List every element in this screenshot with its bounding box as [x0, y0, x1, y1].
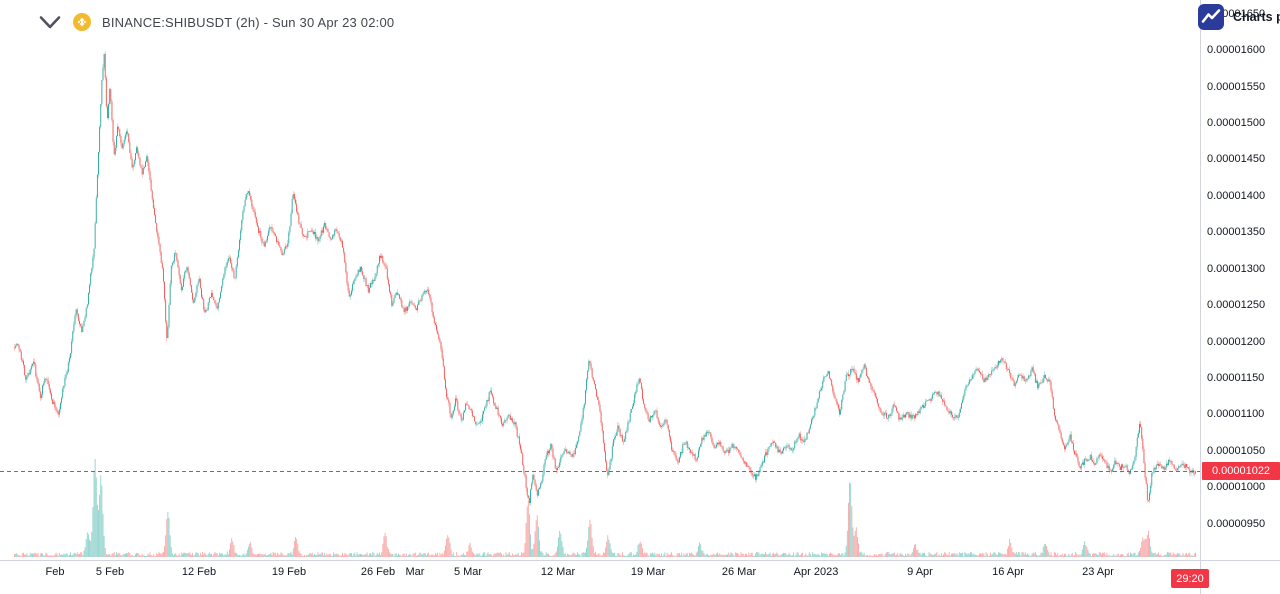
time-axis-label: 26 Mar [721, 566, 757, 578]
symbol-header: BINANCE:SHIBUSDT (2h) - Sun 30 Apr 23 02… [38, 13, 394, 31]
time-axis-label: 19 Mar [630, 566, 666, 578]
price-axis-label: 0.00001200 [1207, 335, 1266, 348]
time-axis-label: 5 Feb [95, 566, 125, 578]
price-axis-label: 0.00001600 [1207, 44, 1266, 57]
time-axis-label: 12 Mar [540, 566, 576, 578]
time-axis-label: 9 Apr [907, 566, 933, 578]
price-axis-label: 0.00001050 [1207, 444, 1266, 457]
last-price-value: 0.00001022 [1211, 465, 1271, 478]
price-axis-label: 0.00001000 [1207, 481, 1266, 494]
price-axis-label: 0.00001300 [1207, 262, 1266, 275]
price-axis-label: 0.00001550 [1207, 80, 1266, 93]
price-axis-label: 0.00001400 [1207, 189, 1266, 202]
symbol-title: BINANCE:SHIBUSDT (2h) - Sun 30 Apr 23 02… [102, 14, 395, 30]
time-axis-label: 19 Feb [271, 566, 307, 578]
time-axis-label: 16 Apr [992, 566, 1024, 578]
price-axis-label: 0.00001150 [1207, 371, 1265, 384]
price-axis-label: 0.00001500 [1207, 117, 1266, 130]
time-axis[interactable]: Feb 5 Feb 12 Feb 19 Feb 26 Feb Mar 5 Mar 12 Mar… [0, 560, 1200, 594]
time-axis-label: Apr 2023 [793, 566, 839, 578]
time-axis-label: 12 Feb [181, 566, 217, 578]
tradingview-branding[interactable]: Charts p [1198, 4, 1280, 30]
price-axis-label: 0.00001450 [1207, 153, 1266, 166]
price-axis-label: 0.00001100 [1207, 408, 1265, 421]
binance-coin-icon [73, 13, 91, 31]
last-price-tag: 0.00001022 [1202, 462, 1280, 481]
price-axis-label: 0.00000950 [1207, 517, 1266, 530]
time-axis-label: Mar [405, 566, 425, 578]
time-axis-label: 26 Feb [360, 566, 396, 578]
price-axis[interactable]: 0.00001650 0.00001600 0.00001550 0.00001500… [1200, 0, 1280, 560]
bar-close-countdown: 29:20 [1171, 569, 1209, 588]
price-axis-label: 0.00001250 [1207, 299, 1266, 312]
time-axis-label: 5 Mar [453, 566, 483, 578]
time-axis-label: Feb [45, 566, 65, 578]
price-axis-label: 0.00001350 [1207, 226, 1266, 239]
chevron-down-icon[interactable] [38, 14, 62, 30]
time-axis-label: 23 Apr [1082, 566, 1114, 578]
branding-label: Charts p [1233, 10, 1280, 24]
tradingview-logo-icon[interactable] [1198, 4, 1224, 30]
